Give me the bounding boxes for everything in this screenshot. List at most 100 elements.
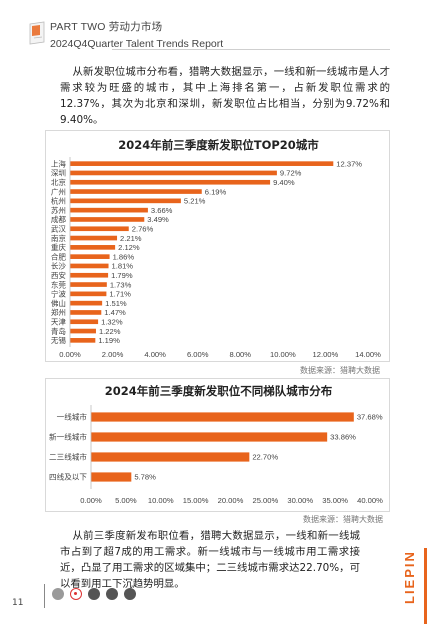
footer-icon-row xyxy=(52,588,136,600)
chart1-source: 数据来源：猎聘大数据 xyxy=(300,366,380,375)
footer-disc-icon xyxy=(124,588,136,600)
x-tick-label: 25.00% xyxy=(252,496,278,505)
category-label: 苏州 xyxy=(51,205,66,215)
analysis-paragraph: 从前三季度新发布职位看，猎聘大数据显示，一线和新一线城市占到了超7成的用工需求。… xyxy=(60,530,360,590)
bar xyxy=(70,282,107,287)
x-tick-label: 14.00% xyxy=(355,350,381,359)
brand-accent-bar xyxy=(424,548,427,624)
data-label: 1.86% xyxy=(113,252,135,261)
bar xyxy=(70,161,334,166)
bar xyxy=(70,300,103,306)
category-label: 成都 xyxy=(51,214,67,224)
category-label: 合肥 xyxy=(51,251,67,261)
x-tick-label: 2.00% xyxy=(102,350,124,359)
category-label: 东莞 xyxy=(51,279,67,289)
x-tick-label: 10.00% xyxy=(148,496,174,505)
data-label: 1.71% xyxy=(109,290,131,299)
x-tick-label: 20.00% xyxy=(218,496,244,505)
category-label: 武汉 xyxy=(51,223,67,233)
data-label: 6.19% xyxy=(205,187,227,196)
bar xyxy=(70,338,96,343)
data-label: 1.73% xyxy=(110,280,132,289)
x-tick-label: 40.00% xyxy=(357,496,383,505)
category-label: 西安 xyxy=(51,270,67,280)
bar xyxy=(70,189,202,194)
category-label: 杭州 xyxy=(51,196,66,206)
chart-title: 2024年前三季度新发职位TOP20城市 xyxy=(118,138,319,152)
data-label: 12.37% xyxy=(336,159,362,168)
bar xyxy=(70,170,277,176)
footer-globe-icon xyxy=(52,588,64,600)
page-number: 11 xyxy=(12,598,24,608)
chart-title: 2024年前三季度新发职位不同梯队城市分布 xyxy=(105,384,333,398)
category-label: 四线及以下 xyxy=(49,472,87,482)
bar xyxy=(70,226,129,232)
bar xyxy=(70,328,96,334)
category-label: 上海 xyxy=(51,158,67,168)
category-label: 深圳 xyxy=(51,168,66,178)
category-label: 长沙 xyxy=(51,261,67,271)
data-label: 2.76% xyxy=(132,224,154,233)
bar xyxy=(70,245,116,250)
x-tick-label: 0.00% xyxy=(59,350,81,359)
data-label: 22.70% xyxy=(252,453,278,462)
header-divider xyxy=(112,49,390,50)
category-label: 广州 xyxy=(51,186,66,196)
bar xyxy=(70,217,145,222)
category-label: 重庆 xyxy=(51,242,67,252)
category-label: 郑州 xyxy=(51,307,66,317)
x-tick-label: 15.00% xyxy=(183,496,209,505)
category-label: 青岛 xyxy=(51,326,66,336)
data-label: 1.19% xyxy=(98,336,120,345)
data-label: 9.40% xyxy=(273,178,295,187)
category-label: 二三线城市 xyxy=(49,452,87,462)
bar xyxy=(70,235,118,241)
data-label: 37.68% xyxy=(357,413,383,422)
chart2-source: 数据来源：猎聘大数据 xyxy=(303,515,383,524)
top20-cities-chart: 2024年前三季度新发职位TOP20城市 上海 12.37% 深圳 9.72% 北京 9.4… xyxy=(45,130,390,362)
x-tick-label: 30.00% xyxy=(287,496,313,505)
x-tick-label: 35.00% xyxy=(322,496,348,505)
category-label: 南京 xyxy=(51,233,67,243)
data-label: 1.32% xyxy=(101,317,123,326)
bar xyxy=(70,263,109,269)
data-label: 2.21% xyxy=(120,234,142,243)
bar xyxy=(70,272,109,278)
x-tick-label: 12.00% xyxy=(313,350,339,359)
bar xyxy=(91,452,250,462)
intro-paragraph: 从新发职位城市分布看，猎聘大数据显示，一线和新一线城市是人才需求较为旺盛的城市，… xyxy=(60,66,390,126)
category-label: 北京 xyxy=(51,177,67,187)
brand-wordmark: LIEPIN xyxy=(402,550,417,604)
category-label: 新一线城市 xyxy=(49,432,87,442)
data-label: 1.51% xyxy=(105,299,127,308)
bar xyxy=(91,472,132,482)
x-tick-label: 4.00% xyxy=(144,350,166,359)
footer-target-icon xyxy=(70,588,82,600)
x-tick-label: 10.00% xyxy=(270,350,296,359)
data-label: 5.21% xyxy=(184,197,206,206)
data-label: 1.79% xyxy=(111,271,133,280)
city-tier-chart: 2024年前三季度新发职位不同梯队城市分布 一线城市 37.68% 新一线城市 33.8… xyxy=(45,378,390,512)
bar xyxy=(70,207,148,213)
brand-strip xyxy=(406,548,424,624)
header-report-title: 2024Q4Quarter Talent Trends Report xyxy=(50,38,224,50)
bar xyxy=(70,291,107,297)
footer-gear-icon xyxy=(106,588,118,600)
data-label: 5.78% xyxy=(134,473,156,482)
bar xyxy=(70,310,102,315)
data-label: 2.12% xyxy=(118,243,140,252)
bar xyxy=(70,179,271,185)
category-label: 天津 xyxy=(51,317,67,326)
bar xyxy=(70,319,99,325)
category-label: 佛山 xyxy=(51,298,66,308)
category-label: 一线城市 xyxy=(57,412,88,422)
data-label: 1.22% xyxy=(99,327,121,336)
x-tick-label: 8.00% xyxy=(230,350,252,359)
data-label: 3.66% xyxy=(151,206,173,215)
category-label: 无锡 xyxy=(51,336,67,345)
report-logo-icon xyxy=(29,21,45,45)
data-label: 1.47% xyxy=(104,308,126,317)
bar xyxy=(91,432,328,442)
